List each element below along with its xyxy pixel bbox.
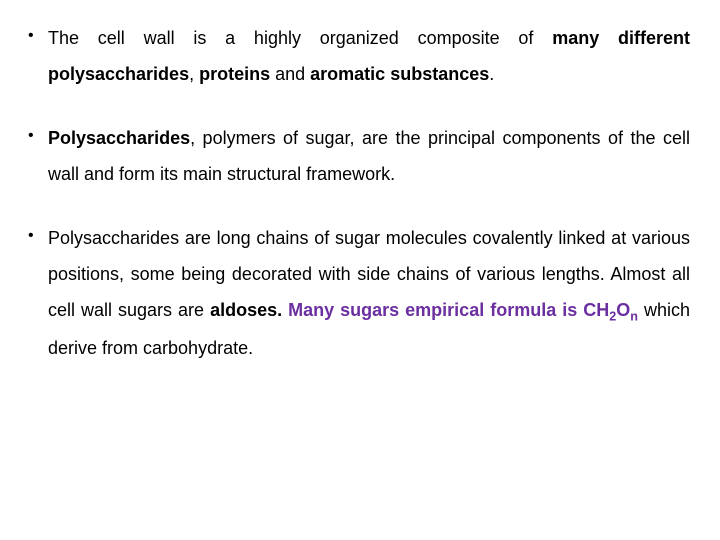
bold-text: proteins (199, 64, 270, 84)
text-run: and (270, 64, 310, 84)
text-run: , (189, 64, 199, 84)
bold-text: Polysaccharides (48, 128, 190, 148)
text-run: O (616, 300, 630, 320)
subscript: n (630, 310, 638, 324)
bullet-item: Polysaccharides are long chains of sugar… (20, 220, 690, 366)
bullet-item: Polysaccharides, polymers of sugar, are … (20, 120, 690, 192)
bold-text: aldoses. (210, 300, 288, 320)
highlight-text: Many sugars empirical formula is CH2On (288, 300, 638, 320)
bold-text: aromatic substances (310, 64, 489, 84)
text-run: The cell wall is a highly organized comp… (48, 28, 552, 48)
bullet-item: The cell wall is a highly organized comp… (20, 20, 690, 92)
bullet-list: The cell wall is a highly organized comp… (20, 20, 690, 366)
text-run: . (489, 64, 494, 84)
text-run: Many sugars empirical formula is CH (288, 300, 609, 320)
